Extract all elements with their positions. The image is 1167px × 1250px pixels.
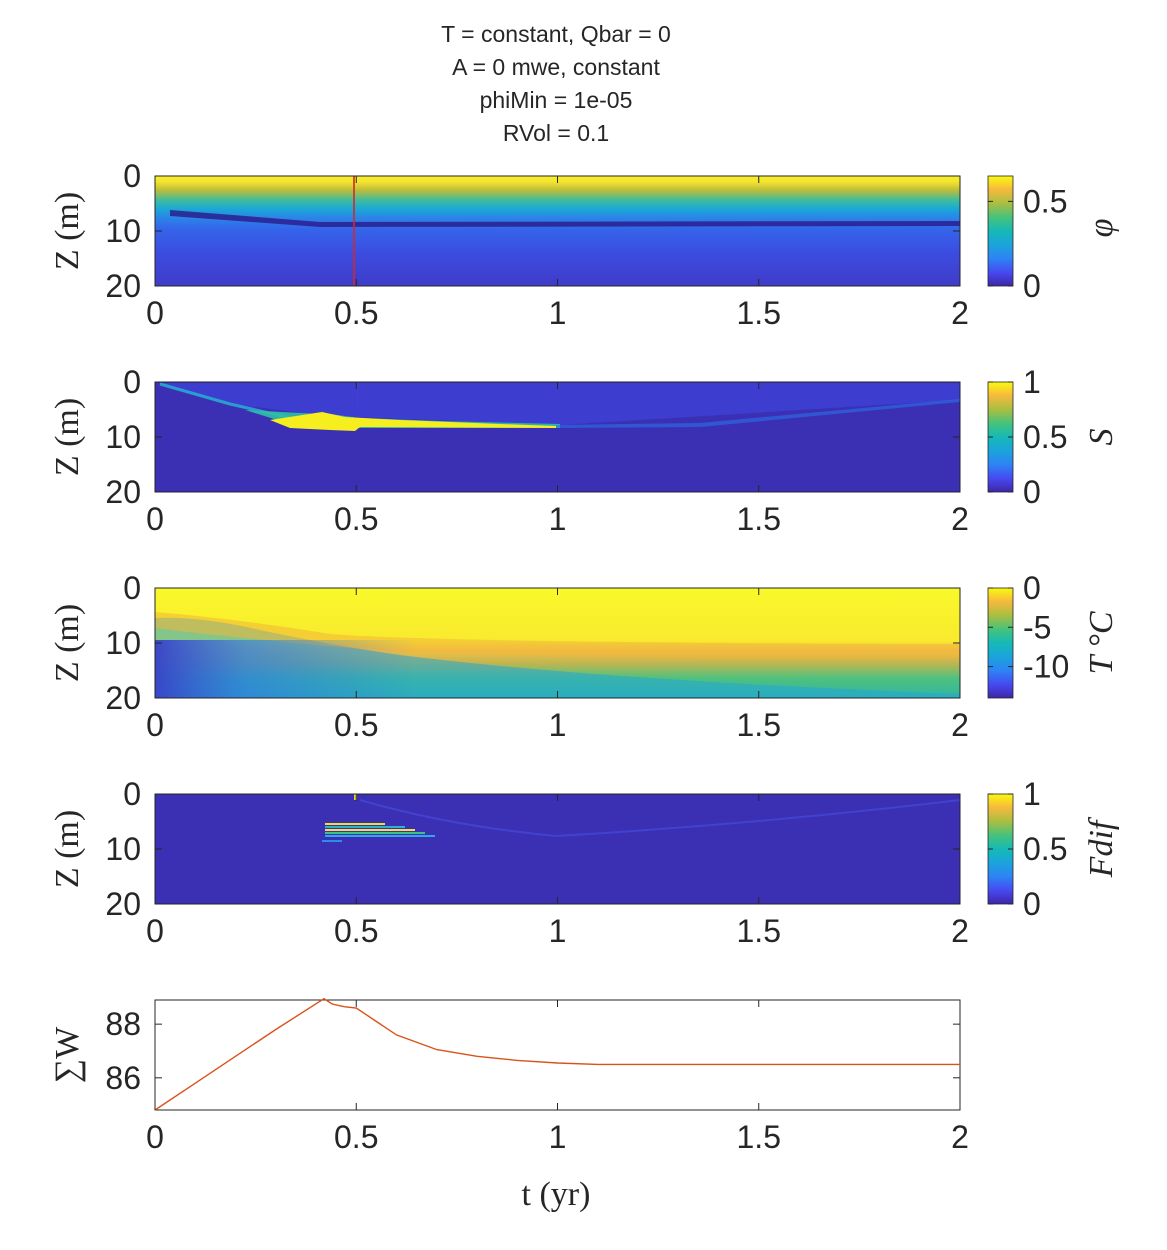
colorbar-tick-label: -10 bbox=[1023, 649, 1069, 685]
x-tick-label: 0.5 bbox=[334, 1119, 378, 1155]
colorbar-tick-label: 0.5 bbox=[1023, 419, 1067, 455]
x-tick-label: 2 bbox=[951, 1119, 969, 1155]
x-tick-label: 1.5 bbox=[737, 295, 781, 331]
x-tick-label: 0 bbox=[146, 707, 164, 743]
y-tick-label: 88 bbox=[105, 1006, 141, 1042]
title-line-4: RVol = 0.1 bbox=[503, 120, 609, 146]
x-tick-label: 0 bbox=[146, 913, 164, 949]
x-tick-label: 1 bbox=[549, 295, 567, 331]
y-tick-label: 10 bbox=[105, 831, 141, 867]
phi-dark-band bbox=[170, 210, 960, 227]
colorbar-phi-label: φ bbox=[1083, 219, 1120, 238]
y-tick-label: 20 bbox=[105, 886, 141, 922]
fdif-stripe-6 bbox=[322, 840, 342, 842]
panel-sumw bbox=[154, 997, 961, 1111]
panel-s bbox=[154, 381, 961, 493]
x-tick-label: 0.5 bbox=[334, 295, 378, 331]
y-tick-label: 10 bbox=[105, 625, 141, 661]
y-tick-label: 0 bbox=[123, 776, 141, 812]
y-tick-label: 20 bbox=[105, 268, 141, 304]
x-tick-label: 0.5 bbox=[334, 707, 378, 743]
y-tick-label: 0 bbox=[123, 158, 141, 194]
sumw-series-line bbox=[154, 997, 960, 1111]
s-yellow-lens bbox=[270, 412, 556, 431]
fdif-faint-arc bbox=[359, 799, 960, 838]
y-tick-label: 20 bbox=[105, 474, 141, 510]
ylabel-s: Z (m) bbox=[49, 398, 86, 476]
colorbar-phi bbox=[987, 175, 1014, 287]
fdif-stripe-1 bbox=[325, 823, 385, 825]
x-tick-label: 0 bbox=[146, 295, 164, 331]
fdif-stripe-3 bbox=[325, 829, 415, 831]
x-tick-label: 0 bbox=[146, 1119, 164, 1155]
y-tick-label: 20 bbox=[105, 680, 141, 716]
y-tick-label: 86 bbox=[105, 1060, 141, 1096]
x-tick-label: 1 bbox=[549, 501, 567, 537]
colorbar-tick-label: -5 bbox=[1023, 609, 1051, 645]
colorbar-tick-label: 1 bbox=[1023, 364, 1041, 400]
x-tick-label: 1.5 bbox=[737, 913, 781, 949]
ylabel-sumw: ∑W bbox=[49, 1026, 86, 1083]
s-blue-tail bbox=[556, 399, 960, 428]
fdif-field bbox=[155, 794, 960, 904]
x-tick-label: 0 bbox=[146, 501, 164, 537]
sumw-axes-frame bbox=[154, 999, 961, 1111]
panel-fdif bbox=[154, 793, 961, 905]
ylabel-t: Z (m) bbox=[49, 604, 86, 682]
colorbar-t bbox=[987, 587, 1014, 699]
colorbar-tick-label: 0 bbox=[1023, 570, 1041, 606]
title-line-2: A = 0 mwe, constant bbox=[452, 54, 660, 80]
colorbar-s-label: S bbox=[1083, 429, 1120, 446]
x-tick-label: 0.5 bbox=[334, 913, 378, 949]
title-line-3: phiMin = 1e-05 bbox=[480, 87, 633, 113]
ylabel-phi: Z (m) bbox=[49, 192, 86, 270]
x-tick-label: 1 bbox=[549, 1119, 567, 1155]
fdif-top-mark bbox=[354, 794, 357, 800]
x-tick-label: 1 bbox=[549, 913, 567, 949]
x-tick-label: 1.5 bbox=[737, 1119, 781, 1155]
phi-field bbox=[155, 176, 960, 286]
y-tick-label: 10 bbox=[105, 213, 141, 249]
fdif-stripe-4 bbox=[325, 832, 425, 834]
fdif-stripe-5 bbox=[325, 835, 435, 837]
panel-phi bbox=[154, 175, 961, 287]
y-tick-label: 0 bbox=[123, 364, 141, 400]
x-tick-label: 1.5 bbox=[737, 501, 781, 537]
x-tick-label: 2 bbox=[951, 913, 969, 949]
colorbar-tick-label: 0 bbox=[1023, 268, 1041, 304]
colorbar-t-label: T °C bbox=[1083, 611, 1120, 674]
s-upper-wedge bbox=[160, 383, 960, 425]
ylabel-fdif: Z (m) bbox=[49, 810, 86, 888]
colorbar-tick-label: 0 bbox=[1023, 886, 1041, 922]
colorbar-tick-label: 0.5 bbox=[1023, 831, 1067, 867]
x-tick-label: 2 bbox=[951, 501, 969, 537]
title-line-1: T = constant, Qbar = 0 bbox=[441, 21, 671, 47]
y-tick-label: 10 bbox=[105, 419, 141, 455]
fdif-stripe-2 bbox=[325, 826, 405, 828]
xlabel-sumw: t (yr) bbox=[522, 1176, 591, 1213]
x-tick-label: 2 bbox=[951, 295, 969, 331]
panel-t bbox=[154, 587, 961, 699]
x-tick-label: 0.5 bbox=[334, 501, 378, 537]
y-tick-label: 0 bbox=[123, 570, 141, 606]
t-left-cold bbox=[155, 640, 415, 698]
x-tick-label: 2 bbox=[951, 707, 969, 743]
colorbar-tick-label: 0 bbox=[1023, 474, 1041, 510]
figure-title: T = constant, Qbar = 0 A = 0 mwe, consta… bbox=[441, 21, 671, 146]
colorbar-fdif-label: Fdif bbox=[1083, 816, 1120, 878]
colorbar-tick-label: 1 bbox=[1023, 776, 1041, 812]
x-tick-label: 1.5 bbox=[737, 707, 781, 743]
x-tick-label: 1 bbox=[549, 707, 567, 743]
colorbar-tick-label: 0.5 bbox=[1023, 183, 1067, 219]
